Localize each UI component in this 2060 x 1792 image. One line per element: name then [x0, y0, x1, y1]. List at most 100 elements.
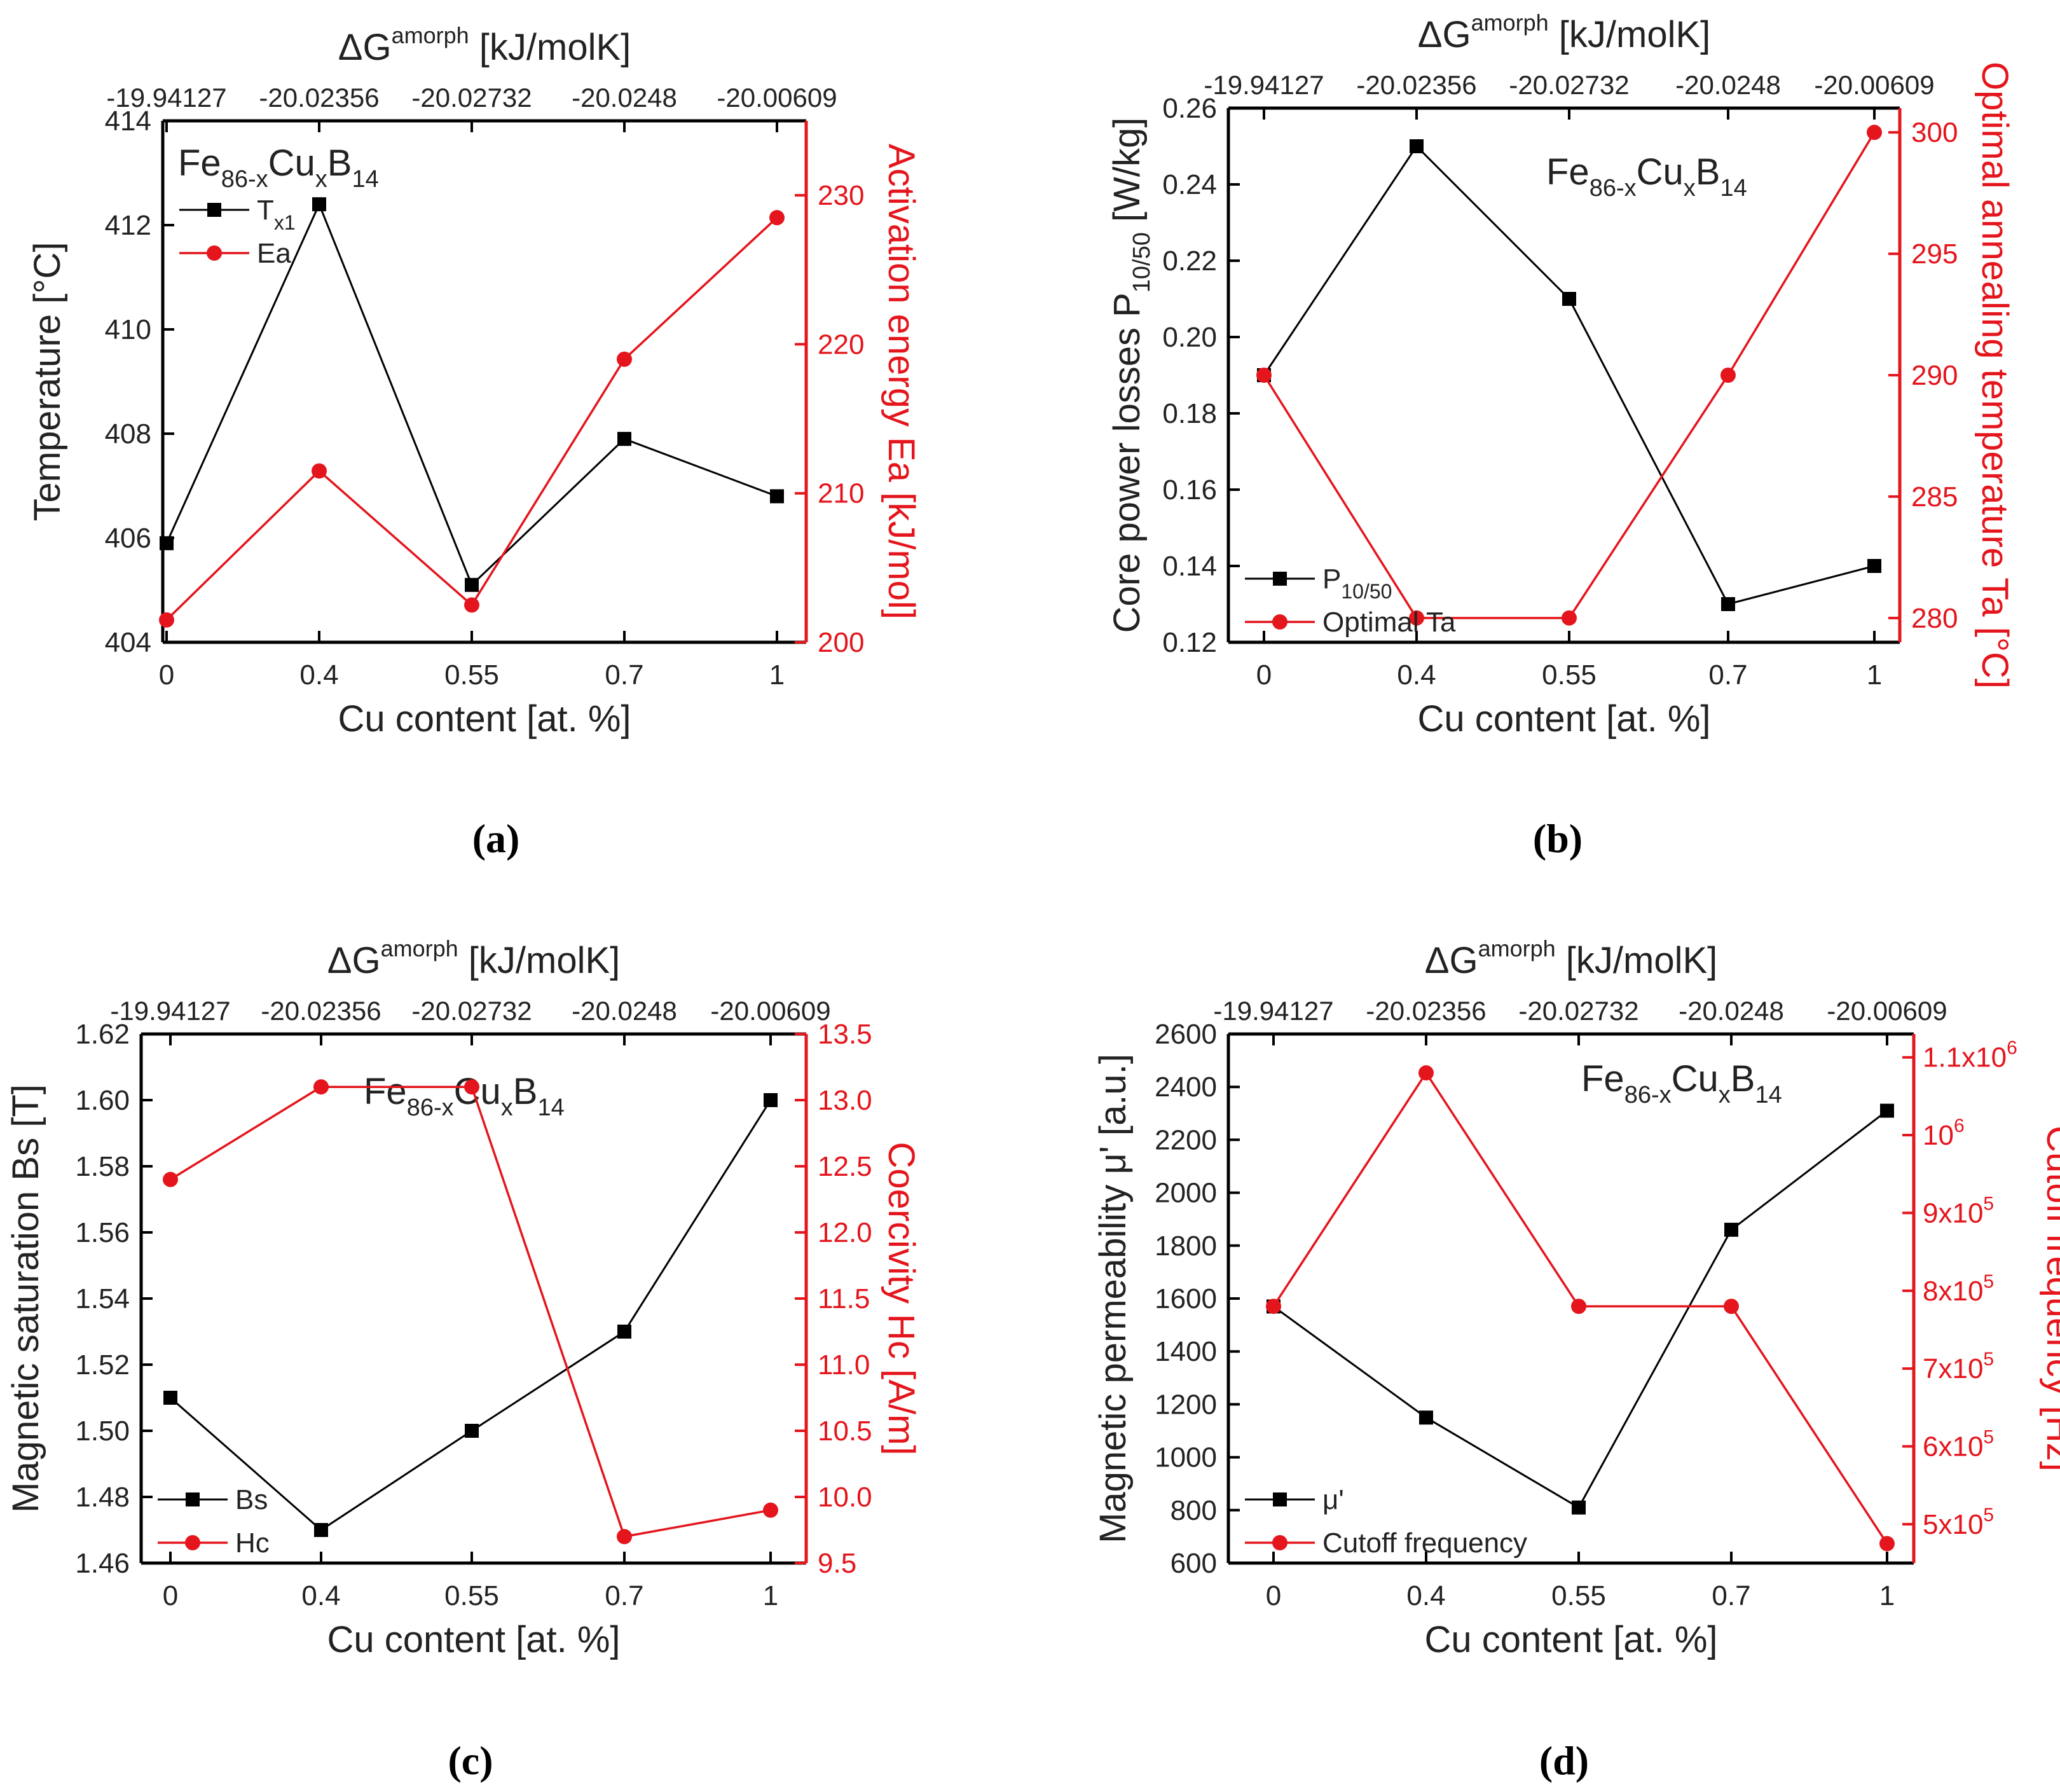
y-right-tick-label: 9.5 — [818, 1548, 856, 1579]
y-right-tick-label: 1.1x106 — [1923, 1038, 2017, 1073]
y-right-axis-title: Cutoff frequency [Hz] — [2039, 1126, 2060, 1472]
y-left-axis-title: Magnetic permeability μ' [a.u.] — [1092, 1054, 1134, 1543]
data-point-square — [160, 536, 174, 551]
top-tick-label: -20.02732 — [1518, 996, 1638, 1026]
y-right-tick-label: 10.5 — [818, 1416, 872, 1447]
series-line-1 — [170, 1086, 771, 1538]
data-point-square — [764, 1093, 778, 1107]
x-tick-label: 0.4 — [1397, 659, 1436, 691]
y-right-tick-label: 11.0 — [818, 1349, 870, 1381]
data-point-circle — [1256, 368, 1272, 383]
y-left-axis-title: Magnetic saturation Bs [T] — [5, 1084, 46, 1513]
y-left-tick-label: 412 — [105, 210, 151, 241]
y-right-tick-label: 8x105 — [1923, 1271, 1994, 1307]
legend-swatch-marker — [207, 203, 221, 217]
y-left-tick-label: 1.50 — [75, 1416, 130, 1447]
y-left-tick-label: 1.58 — [75, 1151, 130, 1182]
legend-label: Tx1 — [257, 195, 296, 234]
x-tick-label: 1 — [1867, 659, 1882, 691]
legend-label: P10/50 — [1322, 563, 1392, 603]
data-point-circle — [769, 210, 785, 226]
y-left-tick-label: 1.48 — [75, 1482, 130, 1513]
y-left-tick-label: 1600 — [1155, 1283, 1217, 1314]
top-axis-title: ΔGamorph [kJ/molK] — [1425, 935, 1718, 981]
data-point-circle — [1266, 1299, 1281, 1314]
data-point-circle — [1562, 610, 1577, 626]
legend-label: Optimal Ta — [1322, 607, 1456, 638]
chart-panel-a: 0 -19.94127 0.4 -20.02356 0.55 -20.02732 0.7 -2… — [27, 22, 922, 861]
panel-label: (c) — [448, 1738, 493, 1783]
y-right-tick-label: 10.0 — [818, 1482, 872, 1513]
y-right-tick-label: 5x105 — [1923, 1505, 1994, 1540]
x-axis-title: Cu content [at. %] — [327, 1619, 620, 1660]
panel-label: (d) — [1539, 1738, 1589, 1783]
y-right-tick-label: 230 — [818, 180, 864, 211]
top-tick-label: -20.02732 — [411, 83, 532, 113]
top-tick-label: -20.0248 — [572, 83, 677, 113]
top-tick-label: -19.94127 — [1204, 70, 1324, 100]
data-point-circle — [163, 1171, 178, 1187]
legend-swatch-marker — [1272, 614, 1288, 630]
y-right-axis-title: Coercivity Hc [A/m] — [881, 1141, 922, 1455]
x-tick-label: 0 — [163, 1580, 178, 1611]
y-left-tick-label: 800 — [1171, 1495, 1217, 1526]
y-left-axis-title: Core power losses P10/50 [W/kg] — [1106, 118, 1155, 633]
data-point-square — [1721, 597, 1735, 611]
panel-label: (a) — [472, 816, 520, 861]
top-tick-label: -20.0248 — [572, 996, 677, 1026]
x-tick-label: 0 — [1266, 1580, 1281, 1611]
y-left-tick-label: 2000 — [1155, 1178, 1217, 1209]
x-axis-title: Cu content [at. %] — [1417, 698, 1710, 740]
panel-label: (b) — [1533, 816, 1583, 861]
x-tick-label: 0.55 — [444, 1580, 499, 1611]
y-left-tick-label: 2600 — [1155, 1019, 1217, 1050]
x-tick-label: 0.55 — [1542, 659, 1597, 691]
y-right-tick-label: 300 — [1911, 117, 1958, 148]
top-tick-label: -20.00609 — [1827, 996, 1947, 1026]
chart-panel-d: 0 -19.94127 0.4 -20.02356 0.55 -20.02732 0.7 -2… — [1092, 935, 2060, 1783]
legend-swatch-marker — [185, 1535, 200, 1550]
top-tick-label: -20.00609 — [710, 996, 830, 1026]
y-right-tick-label: 12.5 — [818, 1151, 872, 1182]
y-left-tick-label: 406 — [105, 523, 151, 554]
y-right-tick-label: 295 — [1911, 238, 1958, 270]
x-tick-label: 0.7 — [605, 1580, 643, 1611]
y-right-tick-label: 13.0 — [818, 1085, 872, 1116]
x-tick-label: 0 — [159, 659, 174, 691]
top-tick-label: -19.94127 — [106, 83, 226, 113]
y-right-tick-label: 200 — [818, 627, 864, 658]
y-right-tick-label: 13.5 — [818, 1019, 872, 1050]
y-right-tick-label: 12.0 — [818, 1217, 872, 1248]
top-tick-label: -20.02732 — [411, 996, 532, 1026]
data-point-square — [1410, 139, 1424, 153]
y-left-tick-label: 410 — [105, 314, 151, 345]
data-point-square — [1724, 1222, 1738, 1237]
data-point-circle — [312, 463, 327, 479]
y-left-tick-label: 0.14 — [1162, 551, 1217, 582]
alloy-formula: Fe86-xCuxB14 — [1546, 151, 1747, 202]
data-point-square — [1562, 292, 1576, 306]
data-point-circle — [763, 1502, 778, 1518]
alloy-formula: Fe86-xCuxB14 — [178, 142, 379, 193]
y-left-tick-label: 408 — [105, 418, 151, 450]
top-tick-label: -20.0248 — [1675, 70, 1781, 100]
top-tick-label: -19.94127 — [1213, 996, 1333, 1026]
y-right-tick-label: 290 — [1911, 360, 1958, 391]
x-tick-label: 0.4 — [299, 659, 338, 691]
top-tick-label: -20.02356 — [261, 996, 381, 1026]
x-tick-label: 1 — [769, 659, 785, 691]
top-tick-label: -20.00609 — [717, 83, 837, 113]
chart-panel-c: 0 -19.94127 0.4 -20.02356 0.55 -20.02732 0.7 -2… — [5, 935, 922, 1783]
x-tick-label: 0.4 — [1406, 1580, 1445, 1611]
data-point-square — [617, 432, 631, 446]
top-tick-label: -20.02356 — [259, 83, 379, 113]
data-point-square — [465, 577, 479, 592]
x-tick-label: 0 — [1256, 659, 1272, 691]
y-left-tick-label: 414 — [105, 106, 151, 137]
data-point-circle — [617, 351, 632, 367]
x-axis-title: Cu content [at. %] — [338, 698, 631, 740]
y-left-tick-label: 1.56 — [75, 1217, 130, 1248]
top-axis-title: ΔGamorph [kJ/molK] — [1418, 10, 1711, 55]
data-point-circle — [1724, 1299, 1739, 1314]
x-tick-label: 0.7 — [1712, 1580, 1750, 1611]
